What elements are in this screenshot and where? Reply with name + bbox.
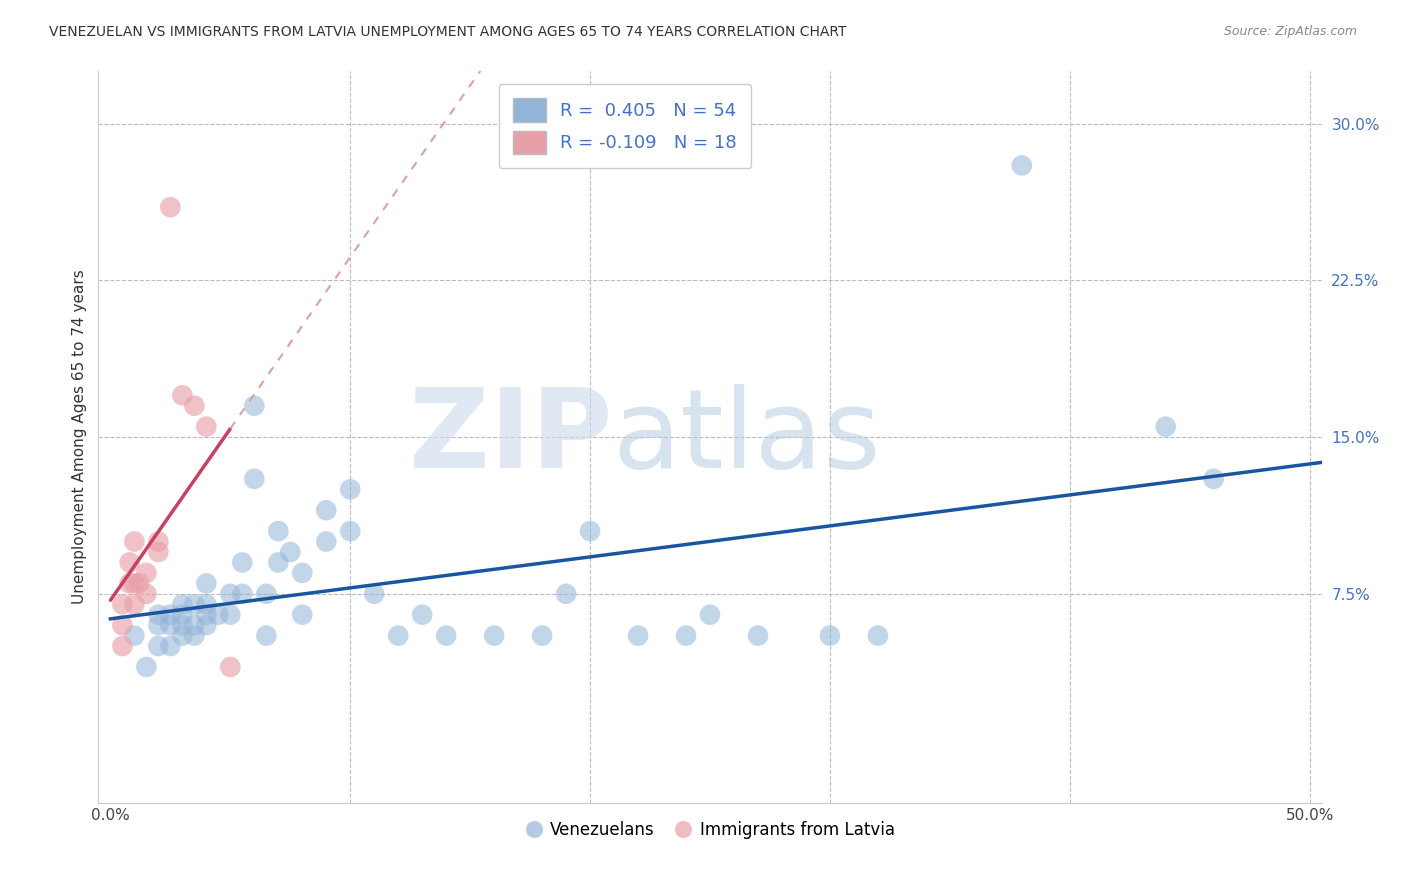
Point [124, 629, 146, 643]
Point [363, 587, 385, 601]
Text: atlas: atlas [612, 384, 880, 491]
Point [818, 629, 841, 643]
Point [135, 660, 157, 674]
Point [219, 660, 242, 674]
Point [159, 200, 181, 214]
Point [135, 587, 157, 601]
Point [482, 629, 505, 643]
Point [111, 639, 134, 653]
Point [159, 607, 181, 622]
Text: Source: ZipAtlas.com: Source: ZipAtlas.com [1223, 25, 1357, 38]
Point [675, 629, 697, 643]
Point [159, 639, 181, 653]
Point [195, 618, 218, 632]
Point [195, 576, 218, 591]
Y-axis label: Unemployment Among Ages 65 to 74 years: Unemployment Among Ages 65 to 74 years [72, 269, 87, 605]
Text: VENEZUELAN VS IMMIGRANTS FROM LATVIA UNEMPLOYMENT AMONG AGES 65 TO 74 YEARS CORR: VENEZUELAN VS IMMIGRANTS FROM LATVIA UNE… [49, 25, 846, 39]
Point [1011, 158, 1033, 172]
Point [172, 629, 194, 643]
Point [315, 534, 337, 549]
Legend: Venezuelans, Immigrants from Latvia: Venezuelans, Immigrants from Latvia [519, 814, 901, 846]
Point [1154, 419, 1177, 434]
Point [148, 618, 170, 632]
Point [267, 556, 290, 570]
Point [254, 629, 277, 643]
Point [231, 587, 253, 601]
Point [148, 607, 170, 622]
Point [195, 607, 218, 622]
Point [118, 576, 141, 591]
Point [243, 472, 266, 486]
Point [339, 524, 361, 538]
Point [148, 545, 170, 559]
Point [387, 629, 409, 643]
Point [699, 607, 721, 622]
Point [1202, 472, 1225, 486]
Point [172, 607, 194, 622]
Point [219, 587, 242, 601]
Point [231, 556, 253, 570]
Point [278, 545, 301, 559]
Point [339, 483, 361, 497]
Point [183, 629, 205, 643]
Point [555, 587, 578, 601]
Point [148, 534, 170, 549]
Point [291, 607, 314, 622]
Point [627, 629, 650, 643]
Point [866, 629, 889, 643]
Point [172, 618, 194, 632]
Point [243, 399, 266, 413]
Point [434, 629, 457, 643]
Point [111, 618, 134, 632]
Point [159, 618, 181, 632]
Point [219, 607, 242, 622]
Point [291, 566, 314, 580]
Point [135, 566, 157, 580]
Point [195, 597, 218, 611]
Point [195, 419, 218, 434]
Point [183, 618, 205, 632]
Point [267, 524, 290, 538]
Point [254, 587, 277, 601]
Point [315, 503, 337, 517]
Point [124, 576, 146, 591]
Point [579, 524, 602, 538]
Point [111, 597, 134, 611]
Point [531, 629, 554, 643]
Point [148, 639, 170, 653]
Point [124, 534, 146, 549]
Point [124, 597, 146, 611]
Point [183, 399, 205, 413]
Text: ZIP: ZIP [409, 384, 612, 491]
Point [411, 607, 433, 622]
Point [128, 576, 150, 591]
Point [172, 388, 194, 402]
Point [118, 556, 141, 570]
Point [172, 597, 194, 611]
Point [747, 629, 769, 643]
Point [207, 607, 229, 622]
Point [183, 597, 205, 611]
